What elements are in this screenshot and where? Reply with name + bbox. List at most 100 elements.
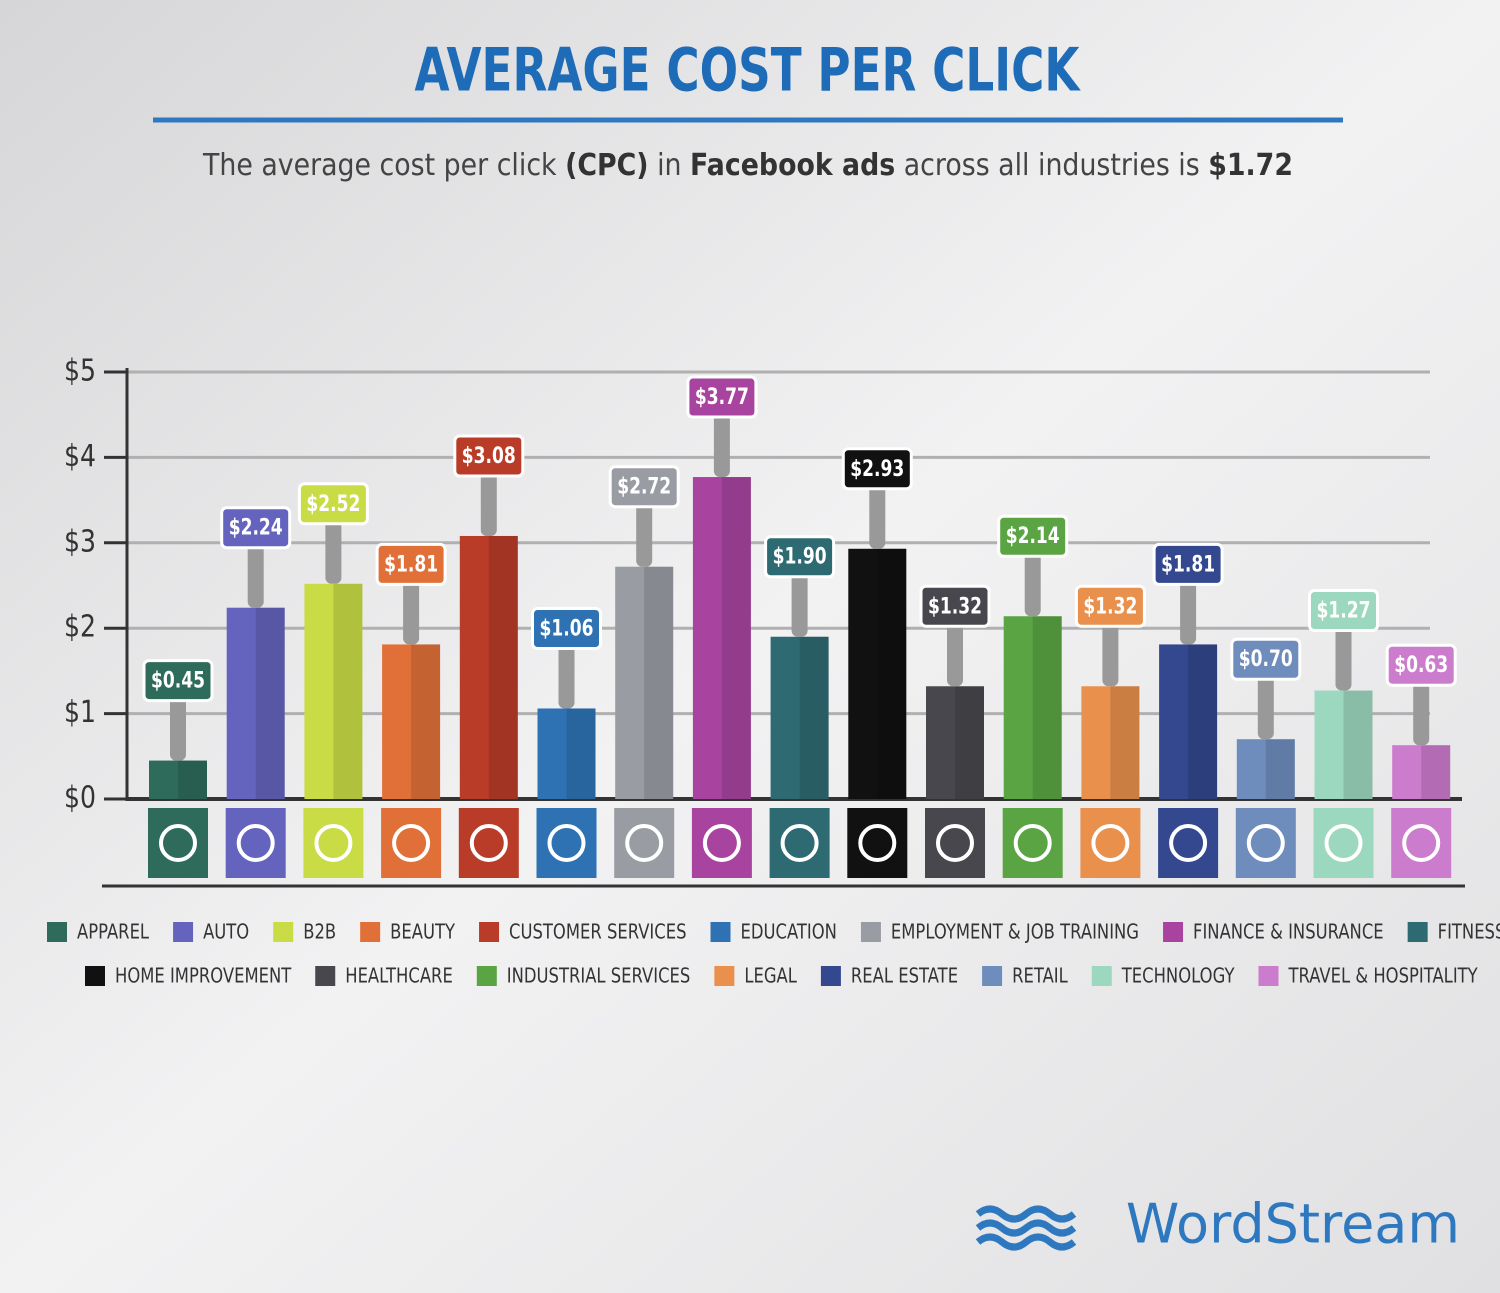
value-tag (220, 506, 292, 550)
legend-swatch (982, 966, 1003, 986)
value-tag (1385, 643, 1457, 687)
value-label: $1.32 (1083, 594, 1137, 619)
bar (926, 686, 984, 799)
value-tag (919, 584, 991, 628)
subtitle: The average cost per click (CPC) in Face… (202, 148, 1293, 183)
bar (1003, 616, 1062, 799)
bar (1314, 690, 1373, 799)
hand-stick (325, 519, 342, 584)
y-tick-label: $5 (64, 354, 96, 389)
value-label: $2.14 (1006, 524, 1060, 549)
bar (692, 477, 751, 799)
category-icon-tile (1158, 808, 1219, 878)
legend-swatch (360, 922, 381, 942)
legend-label: FITNESS (1438, 920, 1500, 944)
y-tick-label: $0 (64, 781, 96, 816)
legend-label: LEGAL (744, 964, 797, 988)
value-label: $0.70 (1239, 647, 1293, 672)
value-label: $2.72 (617, 475, 671, 500)
bar-shade (644, 566, 674, 799)
category-icon (547, 824, 586, 862)
bar-shade (1110, 686, 1140, 799)
category-icon-tile (1002, 808, 1063, 878)
legend-label: CUSTOMER SERVICES (509, 920, 686, 944)
bar (537, 708, 596, 799)
category-icon (780, 824, 819, 862)
value-label: $1.81 (1161, 552, 1215, 577)
category-icon-tile (148, 808, 208, 878)
bar (382, 644, 441, 799)
category-icon-tile (1235, 808, 1296, 878)
value-tag (375, 542, 447, 586)
chart-title: AVERAGE COST PER CLICK (415, 36, 1082, 106)
legend-swatch (476, 966, 497, 986)
bar-shade (955, 686, 984, 799)
legend-label: REAL ESTATE (851, 964, 958, 988)
hand-stick (869, 484, 886, 549)
category-icon (1246, 824, 1285, 862)
value-label: $2.93 (850, 457, 904, 482)
category-icon-tile (381, 808, 442, 878)
value-label: $1.90 (773, 545, 827, 570)
hand-stick (247, 543, 264, 608)
category-icon (469, 824, 508, 862)
bar-shade (877, 548, 907, 799)
value-label: $2.52 (306, 492, 360, 517)
bar-shade (721, 477, 751, 799)
legend-swatch (1407, 922, 1428, 942)
category-icon-tile (1391, 808, 1452, 878)
category-icon-tile (1080, 808, 1141, 878)
bar (459, 535, 518, 799)
value-tag (997, 514, 1069, 558)
legend-label: B2B (303, 920, 336, 944)
bar-shade (178, 760, 207, 799)
value-tag (1074, 584, 1146, 628)
category-icon (1091, 824, 1130, 862)
y-tick-label: $2 (64, 610, 96, 645)
hand-stick (1024, 552, 1041, 617)
value-label: $1.27 (1317, 599, 1371, 624)
legend-label: RETAIL (1012, 964, 1068, 988)
category-icon-tile (458, 808, 519, 878)
category-icon (236, 824, 275, 862)
legend-label: INDUSTRIAL SERVICES (507, 964, 691, 988)
subtitle-part: $1.72 (1208, 148, 1293, 183)
hand-stick (403, 580, 420, 645)
value-label: $3.08 (462, 444, 516, 469)
category-icon-tile (769, 808, 830, 878)
bar (1236, 739, 1295, 799)
bar-shade (255, 607, 285, 799)
bar (1159, 644, 1218, 799)
category-icon (858, 824, 897, 862)
legend-label: TRAVEL & HOSPITALITY (1288, 964, 1479, 988)
category-icon-tile (614, 808, 675, 878)
bar-shade (566, 708, 596, 799)
legend-swatch (1258, 966, 1279, 986)
bar (1081, 686, 1140, 799)
category-icon (392, 824, 431, 862)
legend-label: EMPLOYMENT & JOB TRAINING (891, 920, 1139, 944)
value-label: $2.24 (229, 516, 283, 541)
subtitle-part: in (649, 148, 690, 183)
category-icon (936, 824, 974, 862)
subtitle-part: The average cost per click (202, 148, 565, 183)
hand-stick (480, 471, 497, 536)
legend-swatch (85, 966, 105, 986)
hand-stick (1102, 622, 1119, 687)
brand: WordStream (1126, 1193, 1460, 1256)
hand-stick (791, 572, 808, 637)
legend-label: FINANCE & INSURANCE (1193, 920, 1384, 944)
legend-swatch (47, 922, 67, 942)
legend-swatch (714, 966, 735, 986)
legend-swatch (273, 922, 294, 942)
value-label: $1.32 (928, 594, 982, 619)
legend-label: AUTO (203, 920, 249, 944)
bar-shade (1343, 690, 1373, 799)
value-tag (297, 482, 369, 526)
value-tag (608, 465, 680, 509)
category-icon-tile (303, 808, 364, 878)
value-tag (764, 535, 836, 579)
value-label: $3.77 (695, 385, 749, 410)
category-icon (1402, 824, 1441, 862)
value-tag (1230, 637, 1302, 681)
